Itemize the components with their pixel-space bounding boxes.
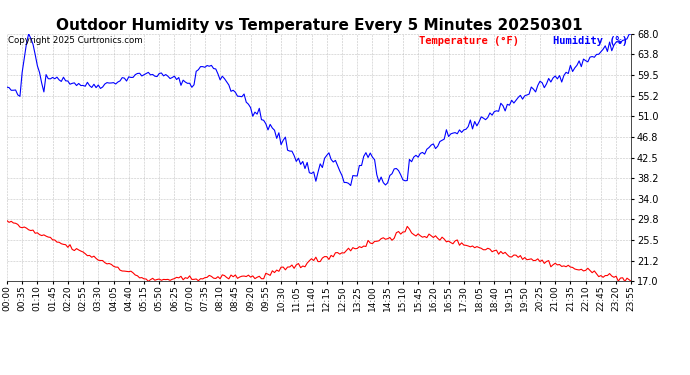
Text: Copyright 2025 Curtronics.com: Copyright 2025 Curtronics.com: [8, 36, 142, 45]
Text: Humidity (%): Humidity (%): [553, 36, 628, 46]
Title: Outdoor Humidity vs Temperature Every 5 Minutes 20250301: Outdoor Humidity vs Temperature Every 5 …: [56, 18, 582, 33]
Text: Temperature (°F): Temperature (°F): [419, 36, 519, 46]
